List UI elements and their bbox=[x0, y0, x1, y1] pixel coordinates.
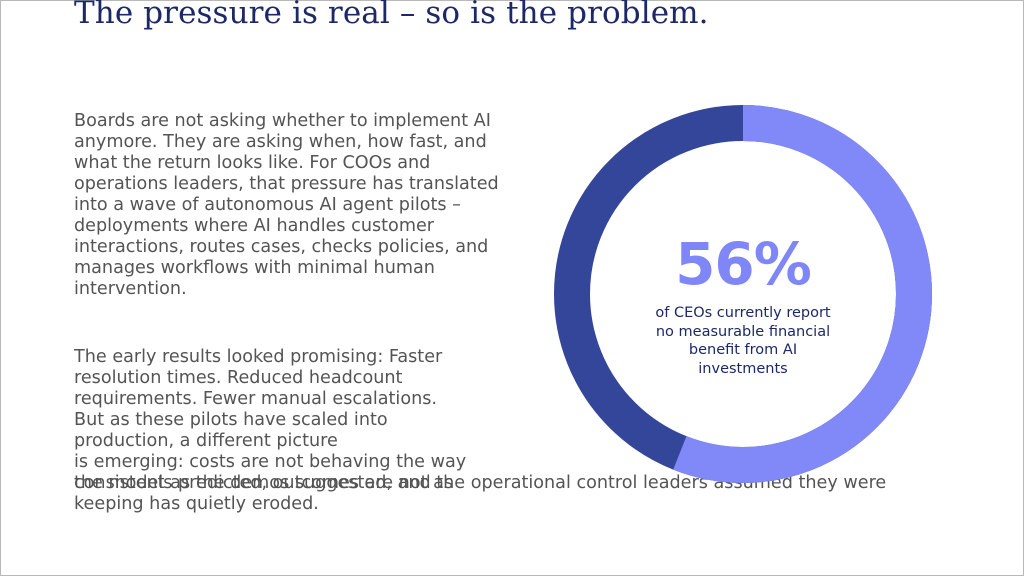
body-paragraph-2-tail: consistent as the demos suggested, and t… bbox=[74, 473, 887, 514]
body-paragraph-1: Boards are not asking whether to impleme… bbox=[74, 111, 499, 299]
paragraph-2-line: production, a different picture bbox=[74, 431, 338, 451]
stat-donut-ring bbox=[554, 105, 932, 483]
paragraph-2-line: the models predicted, outcomes are not a… bbox=[74, 473, 454, 493]
paragraph-2-line: But as these pilots have scaled into bbox=[74, 410, 388, 430]
stat-value: 56% bbox=[675, 230, 812, 298]
paragraph-2-line: is emerging: costs are not behaving the … bbox=[74, 452, 467, 472]
paragraph-2-line: requirements. Fewer manual escalations. bbox=[74, 389, 437, 409]
body-paragraph-2: The early results looked promising: Fast… bbox=[74, 347, 514, 494]
paragraph-2-line: resolution times. Reduced headcount bbox=[74, 368, 403, 388]
stat-block: 56% of CEOs currently report no measurab… bbox=[595, 232, 891, 378]
paragraph-2-line: The early results looked promising: Fast… bbox=[74, 347, 443, 367]
slide-title: The pressure is real – so is the problem… bbox=[74, 0, 709, 31]
donut-highlight-arc bbox=[554, 105, 932, 483]
stat-caption: of CEOs currently report no measurable f… bbox=[655, 305, 831, 377]
